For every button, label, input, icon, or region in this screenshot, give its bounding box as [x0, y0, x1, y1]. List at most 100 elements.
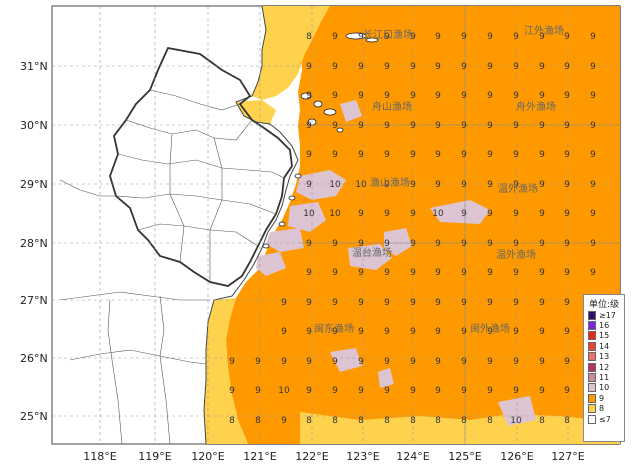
province-boundary: [109, 46, 293, 287]
wind-level-value: 9: [332, 91, 338, 101]
wind-level-value: 9: [332, 121, 338, 131]
wind-level-value: 9: [461, 327, 467, 337]
wind-level-value: 9: [539, 209, 545, 219]
wind-level-value: 9: [358, 357, 364, 367]
wind-level-value: 9: [513, 150, 519, 160]
wind-level-value: 9: [461, 91, 467, 101]
wind-level-value: 9: [306, 298, 312, 308]
wind-level-value: 9: [358, 121, 364, 131]
wind-level-value: 9: [564, 209, 570, 219]
sea-level-9-area: [226, 6, 620, 444]
lat-label: 26°N: [20, 352, 48, 365]
zone-label: 舟山渔场: [372, 100, 412, 113]
wind-level-value: 9: [332, 268, 338, 278]
coastal-islands: [262, 32, 379, 249]
lat-label: 25°N: [20, 410, 48, 423]
legend-item: 11: [588, 372, 624, 383]
wind-level-value: 9: [461, 32, 467, 42]
wind-level-value: 9: [410, 268, 416, 278]
zone-label: 温台渔场: [352, 246, 392, 259]
wind-level-value: 9: [384, 62, 390, 72]
wind-level-value: 8: [435, 416, 441, 426]
sea-level-8-south: [204, 298, 248, 444]
wind-level-value: 9: [487, 357, 493, 367]
lon-label: 118°E: [83, 450, 116, 463]
county-boundaries: [59, 89, 285, 445]
wind-level-value: 9: [590, 239, 596, 249]
wind-level-value: 9: [564, 268, 570, 278]
wind-level-value: 9: [513, 327, 519, 337]
wind-level-value: 9: [590, 91, 596, 101]
wind-level-value: 8: [358, 416, 364, 426]
wind-level-value: 9: [461, 298, 467, 308]
wind-level-value: 9: [281, 416, 287, 426]
lat-label: 31°N: [20, 60, 48, 73]
wind-level-value: 9: [461, 209, 467, 219]
legend-swatch: [588, 341, 596, 351]
wind-level-value: 9: [332, 357, 338, 367]
wind-level-value: 10: [303, 209, 315, 219]
wind-level-value: 9: [487, 327, 493, 337]
wind-level-value: 9: [410, 91, 416, 101]
wind-level-value: 9: [487, 121, 493, 131]
wind-level-value: 9: [564, 298, 570, 308]
wind-level-value: 9: [384, 121, 390, 131]
legend-label: 13: [599, 352, 610, 362]
wind-level-value: 9: [461, 62, 467, 72]
wind-level-value: 9: [487, 209, 493, 219]
lat-label: 27°N: [20, 294, 48, 307]
wind-level-value: 9: [229, 357, 235, 367]
wind-level-value: 9: [358, 298, 364, 308]
sea-level-10-patches: [256, 100, 536, 426]
wind-level-values: 8 9 9 9 9 9 9 9 9 9 9 9 9 9 9 9 9 9 9 9 9 9 9 9 9 9 9 9 9 9 9 9 9 9 9 9 9 9 9 9…: [229, 32, 596, 426]
legend-label: 12: [599, 362, 610, 372]
wind-level-value: 9: [461, 386, 467, 396]
wind-level-value: 9: [513, 62, 519, 72]
wind-level-value: 9: [358, 268, 364, 278]
fishing-zone-lines: [300, 6, 620, 444]
legend-swatch: [588, 404, 596, 414]
legend-swatch: [588, 310, 596, 320]
wind-level-value: 9: [306, 150, 312, 160]
wind-level-value: 9: [539, 386, 545, 396]
zone-label: 闽东渔场: [314, 322, 354, 335]
wind-level-value: 9: [358, 386, 364, 396]
wind-level-value: 9: [461, 268, 467, 278]
wind-level-value: 9: [384, 327, 390, 337]
zone-label: 舟外渔场: [516, 100, 556, 113]
wind-level-value: 9: [461, 121, 467, 131]
wind-level-value: 9: [306, 121, 312, 131]
wind-level-value: 9: [590, 150, 596, 160]
wind-level-value: 9: [358, 62, 364, 72]
wind-level-value: 9: [410, 150, 416, 160]
wind-level-value: 9: [539, 32, 545, 42]
wind-level-value: 9: [384, 180, 390, 190]
wind-level-value: 9: [358, 150, 364, 160]
legend-swatch: [588, 414, 596, 424]
legend-swatch: [588, 321, 596, 331]
wind-level-value: 9: [306, 180, 312, 190]
wind-level-value: 9: [332, 298, 338, 308]
wind-level-value: 8: [564, 416, 570, 426]
legend-swatch: [588, 373, 596, 383]
wind-level-value: 9: [564, 239, 570, 249]
wind-level-value: 9: [539, 150, 545, 160]
legend-item: 9: [588, 393, 624, 403]
zone-label: 温外渔场: [496, 248, 536, 261]
wind-level-value: 9: [590, 180, 596, 190]
wind-level-value: 9: [513, 268, 519, 278]
wind-level-value: 9: [564, 357, 570, 367]
legend-label: ≤7: [599, 414, 611, 424]
wind-level-value: 9: [384, 150, 390, 160]
legend-item: 12: [588, 362, 624, 372]
wind-level-value: 9: [384, 91, 390, 101]
wind-level-value: 9: [487, 32, 493, 42]
legend-label: ≥17: [599, 310, 616, 320]
wind-level-value: 9: [461, 357, 467, 367]
lon-label: 124°E: [396, 450, 429, 463]
lon-label: 125°E: [448, 450, 481, 463]
lat-label: 30°N: [20, 119, 48, 132]
zone-label: 闽外渔场: [470, 322, 510, 335]
wind-level-value: 9: [564, 327, 570, 337]
